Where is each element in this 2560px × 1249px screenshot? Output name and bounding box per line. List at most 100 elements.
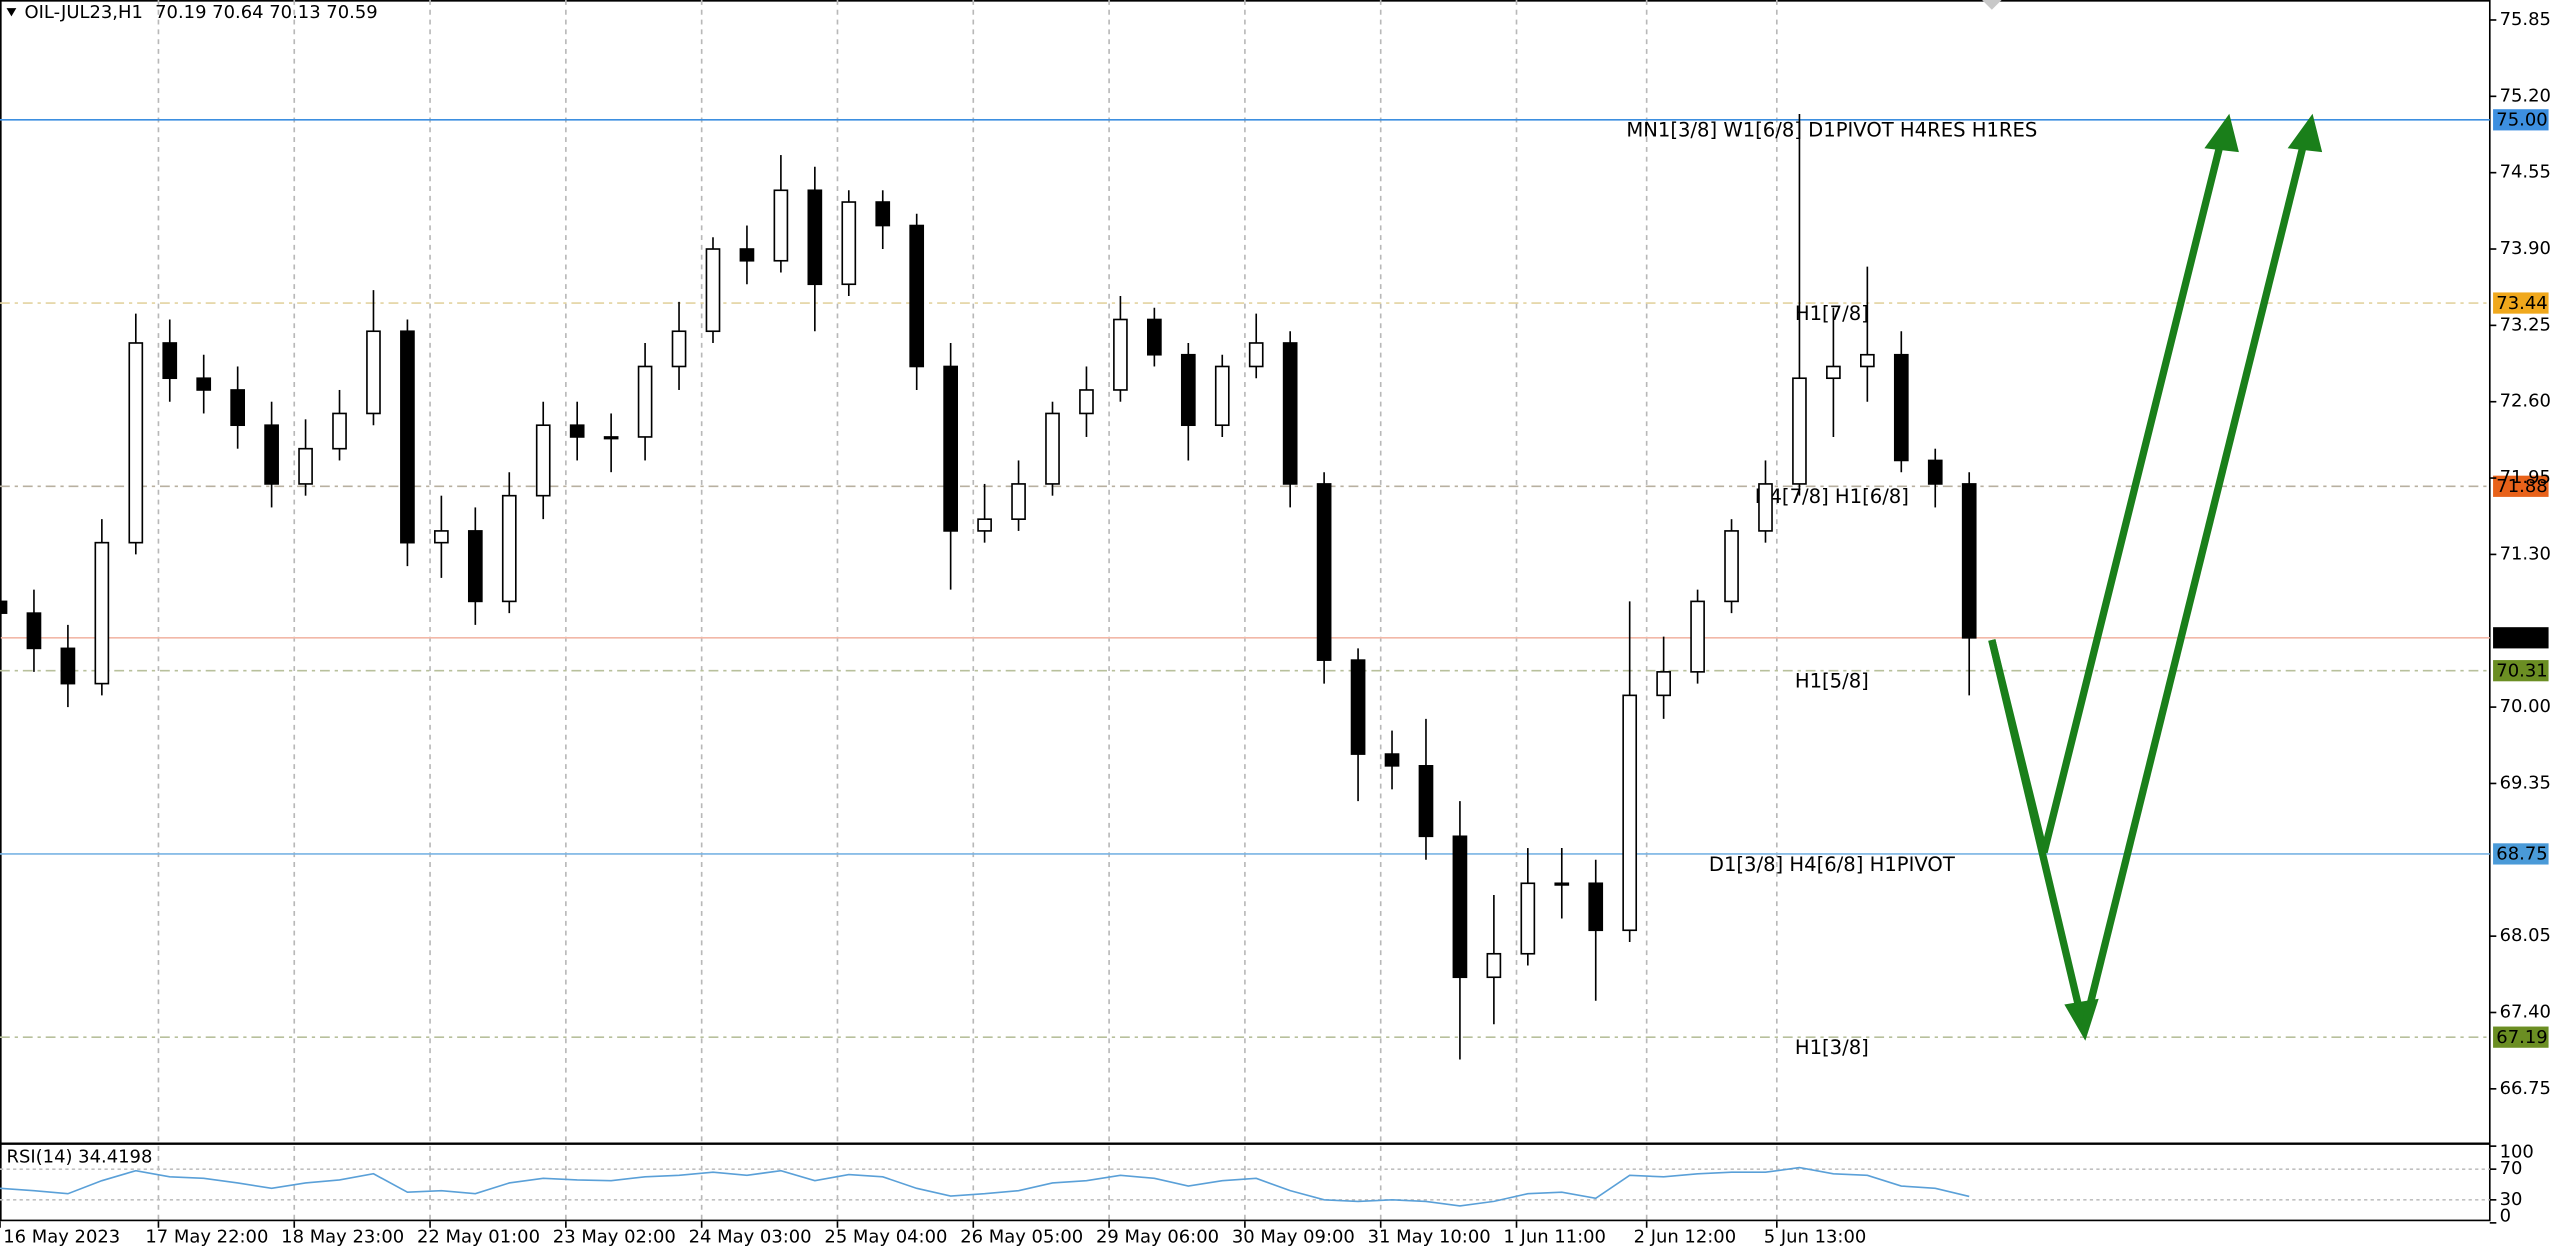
level-label: D1[3/8] H4[6/8] H1PIVOT — [1709, 853, 1956, 876]
chart-header: OIL-JUL23,H1 70.19 70.64 70.13 70.59 — [24, 2, 377, 23]
levels: 75.00 MN1[3/8] W1[6/8] D1PIVOT H4RES H1RE… — [0, 109, 2549, 1059]
x-tick-label: 24 May 03:00 — [689, 1227, 812, 1248]
candle-body — [943, 365, 958, 532]
price-tag — [2493, 1026, 2549, 1048]
candle-body — [332, 412, 347, 450]
candle-body — [1792, 377, 1807, 485]
price-tag-label: 75.00 — [2496, 110, 2547, 131]
candle-body — [535, 424, 551, 497]
rsi-tick-label: 0 — [2500, 1205, 2511, 1226]
grid — [157, 0, 1778, 1222]
price-tag-label: 70.59 — [2496, 628, 2547, 649]
y-tick-label: 73.90 — [2500, 238, 2551, 259]
ohlc-close: 70.59 — [326, 2, 377, 23]
y-tick-label: 69.35 — [2500, 772, 2551, 793]
y-tick-label: 74.55 — [2500, 162, 2551, 183]
candle-body — [1180, 353, 1196, 427]
arrow-head — [2287, 113, 2323, 153]
arrow-head — [2204, 113, 2239, 153]
price-tag — [2493, 627, 2549, 649]
rsi-header: RSI(14) 34.4198 — [7, 1147, 153, 1168]
price-tag — [2493, 109, 2549, 131]
candle-body — [1011, 483, 1026, 520]
candle-body — [26, 612, 42, 650]
candle-body — [128, 342, 144, 544]
level-label: MN1[3/8] W1[6/8] D1PIVOT H4RES H1RES — [1626, 119, 2037, 142]
candle-body — [1927, 459, 1943, 485]
candle-body — [671, 330, 687, 368]
candle-body — [705, 248, 721, 333]
candle-body — [1384, 753, 1400, 767]
candle-body — [366, 330, 381, 415]
rsi-tick-label: 100 — [2500, 1142, 2534, 1163]
rsi-value: 34.4198 — [78, 1147, 152, 1168]
x-tick-label: 25 May 04:00 — [824, 1227, 947, 1248]
price-tag — [2493, 292, 2549, 314]
price-tag-label: 71.88 — [2496, 476, 2547, 497]
price-tag-label: 68.75 — [2496, 844, 2547, 865]
candle-body — [1554, 882, 1570, 886]
x-tick-label: 1 Jun 11:00 — [1503, 1227, 1606, 1248]
candle-body — [773, 189, 789, 262]
rsi-tick-label: 30 — [2500, 1189, 2523, 1210]
candle-body — [1418, 765, 1434, 838]
x-tick-label: 16 May 2023 — [3, 1227, 120, 1248]
candle-body — [1147, 318, 1162, 356]
y-tick-label: 73.25 — [2500, 314, 2551, 335]
candle-body — [467, 530, 483, 603]
candle-body — [1758, 483, 1773, 532]
candle-body — [501, 494, 517, 603]
ohlc-open: 70.19 — [155, 2, 206, 23]
candle-body — [1113, 318, 1128, 391]
y-tick-label: 75.20 — [2500, 85, 2551, 106]
y-tick-label: 68.05 — [2500, 925, 2551, 946]
level-label: H1[5/8] — [1795, 670, 1869, 693]
y-tick-label: 71.95 — [2500, 467, 2551, 488]
candle-body — [60, 647, 76, 685]
candle-body — [1826, 365, 1841, 380]
price-tag — [2493, 475, 2549, 497]
x-tick-label: 29 May 06:00 — [1096, 1227, 1219, 1248]
x-tick-label: 26 May 05:00 — [960, 1227, 1083, 1248]
x-tick-label: 30 May 09:00 — [1232, 1227, 1355, 1248]
y-tick-label: 67.40 — [2500, 1001, 2551, 1022]
shift-marker — [1982, 0, 2002, 10]
rsi-tick-label: 70 — [2500, 1158, 2523, 1179]
candle-body — [807, 189, 823, 286]
candle-body — [298, 447, 313, 485]
y-tick-label: 71.30 — [2500, 543, 2551, 564]
y-tick-label: 66.75 — [2500, 1078, 2551, 1099]
level-label: H1[7/8] — [1795, 302, 1869, 325]
candle-body — [1724, 530, 1739, 603]
y-tick-label: 75.85 — [2500, 9, 2551, 30]
candle-body — [875, 201, 891, 227]
candle-body — [1079, 389, 1094, 415]
candle-body — [637, 365, 653, 438]
candle-body — [1486, 952, 1502, 979]
price-tag-label: 73.44 — [2496, 293, 2547, 314]
candle-body — [1588, 882, 1604, 932]
candle-body — [196, 377, 212, 391]
x-tick-label: 17 May 22:00 — [145, 1227, 268, 1248]
candle-body — [264, 424, 279, 485]
menu-icon[interactable] — [6, 8, 17, 17]
x-tick-label: 2 Jun 12:00 — [1634, 1227, 1737, 1248]
symbol: OIL-JUL23,H1 — [24, 2, 142, 23]
level-label: H1[3/8] — [1795, 1036, 1869, 1059]
candle-body — [603, 436, 619, 440]
price-tag-label: 67.19 — [2496, 1027, 2547, 1048]
x-tick-label: 5 Jun 13:00 — [1764, 1227, 1867, 1248]
x-tick-label: 22 May 01:00 — [417, 1227, 540, 1248]
candle-body — [569, 424, 585, 438]
candles — [0, 113, 1977, 1060]
forecast-path — [2081, 142, 2308, 1027]
candle-body — [1248, 342, 1264, 368]
candle-body — [977, 518, 992, 532]
forecast-arrows — [1988, 113, 2323, 1041]
candle-body — [1350, 659, 1366, 755]
candle-body — [162, 342, 178, 380]
candle-body — [94, 541, 110, 685]
